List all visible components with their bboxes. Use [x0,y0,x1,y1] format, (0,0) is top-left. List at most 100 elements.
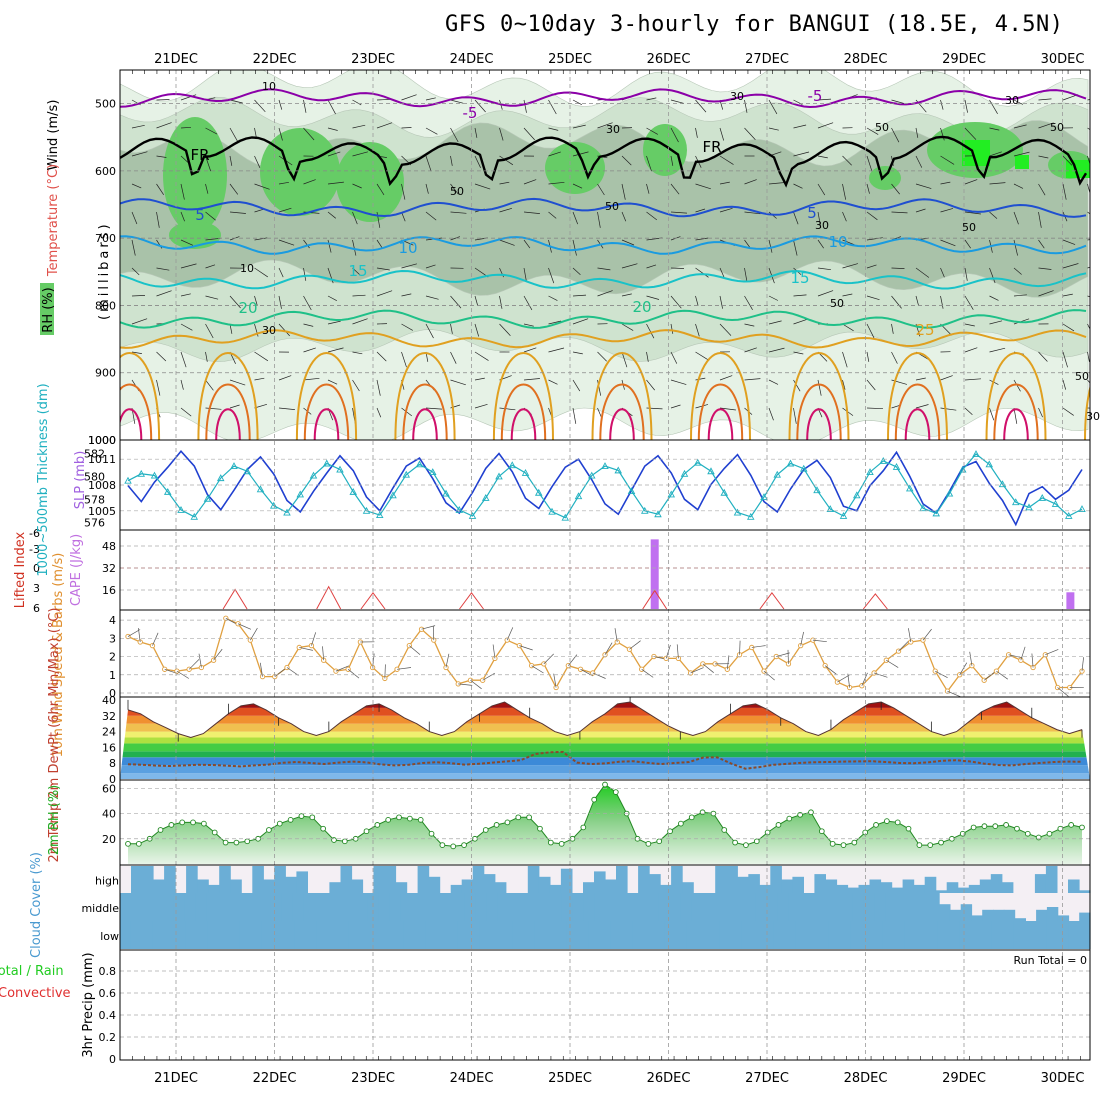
cloud-cell [928,893,940,921]
wind-barb [401,323,413,331]
wind-barb [891,379,907,385]
cloud-cell [825,879,838,893]
slp-marker [746,512,755,520]
wind-barb [1038,267,1052,270]
isotherm-loop [697,383,744,440]
wind-barb [719,375,733,381]
wind-barb [327,295,337,302]
wind-barb-10m [421,625,436,630]
wind-barb-10m [458,683,473,686]
rh-contour-label: 50 [1075,370,1089,383]
wind-barb [572,124,586,129]
cloud-cell [141,921,154,949]
li-line [459,591,484,610]
cloud-cell [454,893,466,921]
wind-barb [131,295,146,297]
date-label-bottom: 26DEC [647,1071,691,1086]
wind-barb [793,151,810,157]
wind-barb [1013,239,1018,256]
wind-barb [450,351,457,364]
slp-marker [574,492,583,500]
cloud-cell [719,921,731,949]
wind-barb-10m [384,664,386,679]
wind-tick: 0 [109,687,116,700]
cloud-cell [283,921,295,949]
cloud-cell [120,893,132,921]
cloud-cell [475,893,488,921]
cloud-cell [324,893,337,921]
slp-marker [124,476,132,484]
wind-barb [450,155,453,166]
wind-barb-10m [604,642,613,655]
rh-contour-label: 30 [730,90,744,103]
wind-barb [572,379,581,392]
wind-barb-10m [837,674,850,683]
wind-barb [670,127,679,143]
cloud-cell [527,866,540,893]
wind-barb [303,347,316,353]
slp-marker [1051,499,1060,507]
wind-barb [793,351,804,355]
isotherm--5 [120,88,1087,109]
wind-barb [621,263,638,269]
slp-marker [892,463,901,470]
cloud-cell [605,893,617,921]
wind-barb-10m [543,653,554,665]
cloud-cell [990,874,1003,893]
rh-point [1079,824,1085,831]
temp-band [120,715,1090,724]
isotherm-20 [120,309,1087,329]
wind-barb [1038,155,1049,159]
rh-point [201,820,207,827]
cloud-cell [745,893,757,921]
wind-barb [695,183,711,190]
wind-barb [915,127,919,138]
cloud-cell [490,921,503,949]
wind-barb [254,127,257,138]
cloud-cell [982,909,994,921]
isotherm-loop [993,383,1039,440]
ylabel-wind: Wind (m/s) [46,100,61,171]
rh-tick: 20 [102,833,116,846]
wind-10m-panel [125,615,1085,697]
wind-barb [1087,99,1090,101]
cloud-cell [153,879,165,893]
isotherm-label-15: 15 [348,262,367,280]
wind-barb [646,379,655,391]
wind-barb-10m [1008,654,1023,659]
date-label-bottom: 28DEC [844,1071,888,1086]
rh-point [970,824,977,831]
cloud-cell [346,893,358,921]
ylabel-temperature: Temperature (°C) [46,164,61,277]
rh-contour-label: 30 [262,324,276,337]
cloud-cell [142,866,154,893]
cloud-cell [752,921,764,949]
isotherm-label-5: 5 [807,204,817,222]
wind-speed-point [125,633,131,640]
rh-point [341,838,348,845]
wind-barb [474,377,485,381]
cloud-cell [303,893,315,921]
wind-barb [156,99,170,101]
rh-point [786,815,793,822]
cloud-cell [924,876,937,893]
cloud-cell [443,893,455,921]
wind-barb [719,295,723,309]
wind-barb [768,239,773,253]
slp-marker [760,493,768,500]
wind-barb [842,263,858,269]
cloud-cell [274,866,286,893]
cloud-cell [637,893,649,921]
isotherm-loop [1084,385,1090,440]
slp-marker [534,488,543,496]
wind-barb [327,320,341,325]
wind-barb [523,179,537,185]
date-label-bottom: 22DEC [253,1071,297,1086]
cloud-cell [852,893,865,921]
isotherm-label--5: -5 [463,104,478,122]
rh-point [721,827,728,833]
wind-barb-10m [763,670,775,681]
wind-barb [793,211,799,225]
wind-barb [744,295,753,310]
wind-barb [401,127,412,129]
